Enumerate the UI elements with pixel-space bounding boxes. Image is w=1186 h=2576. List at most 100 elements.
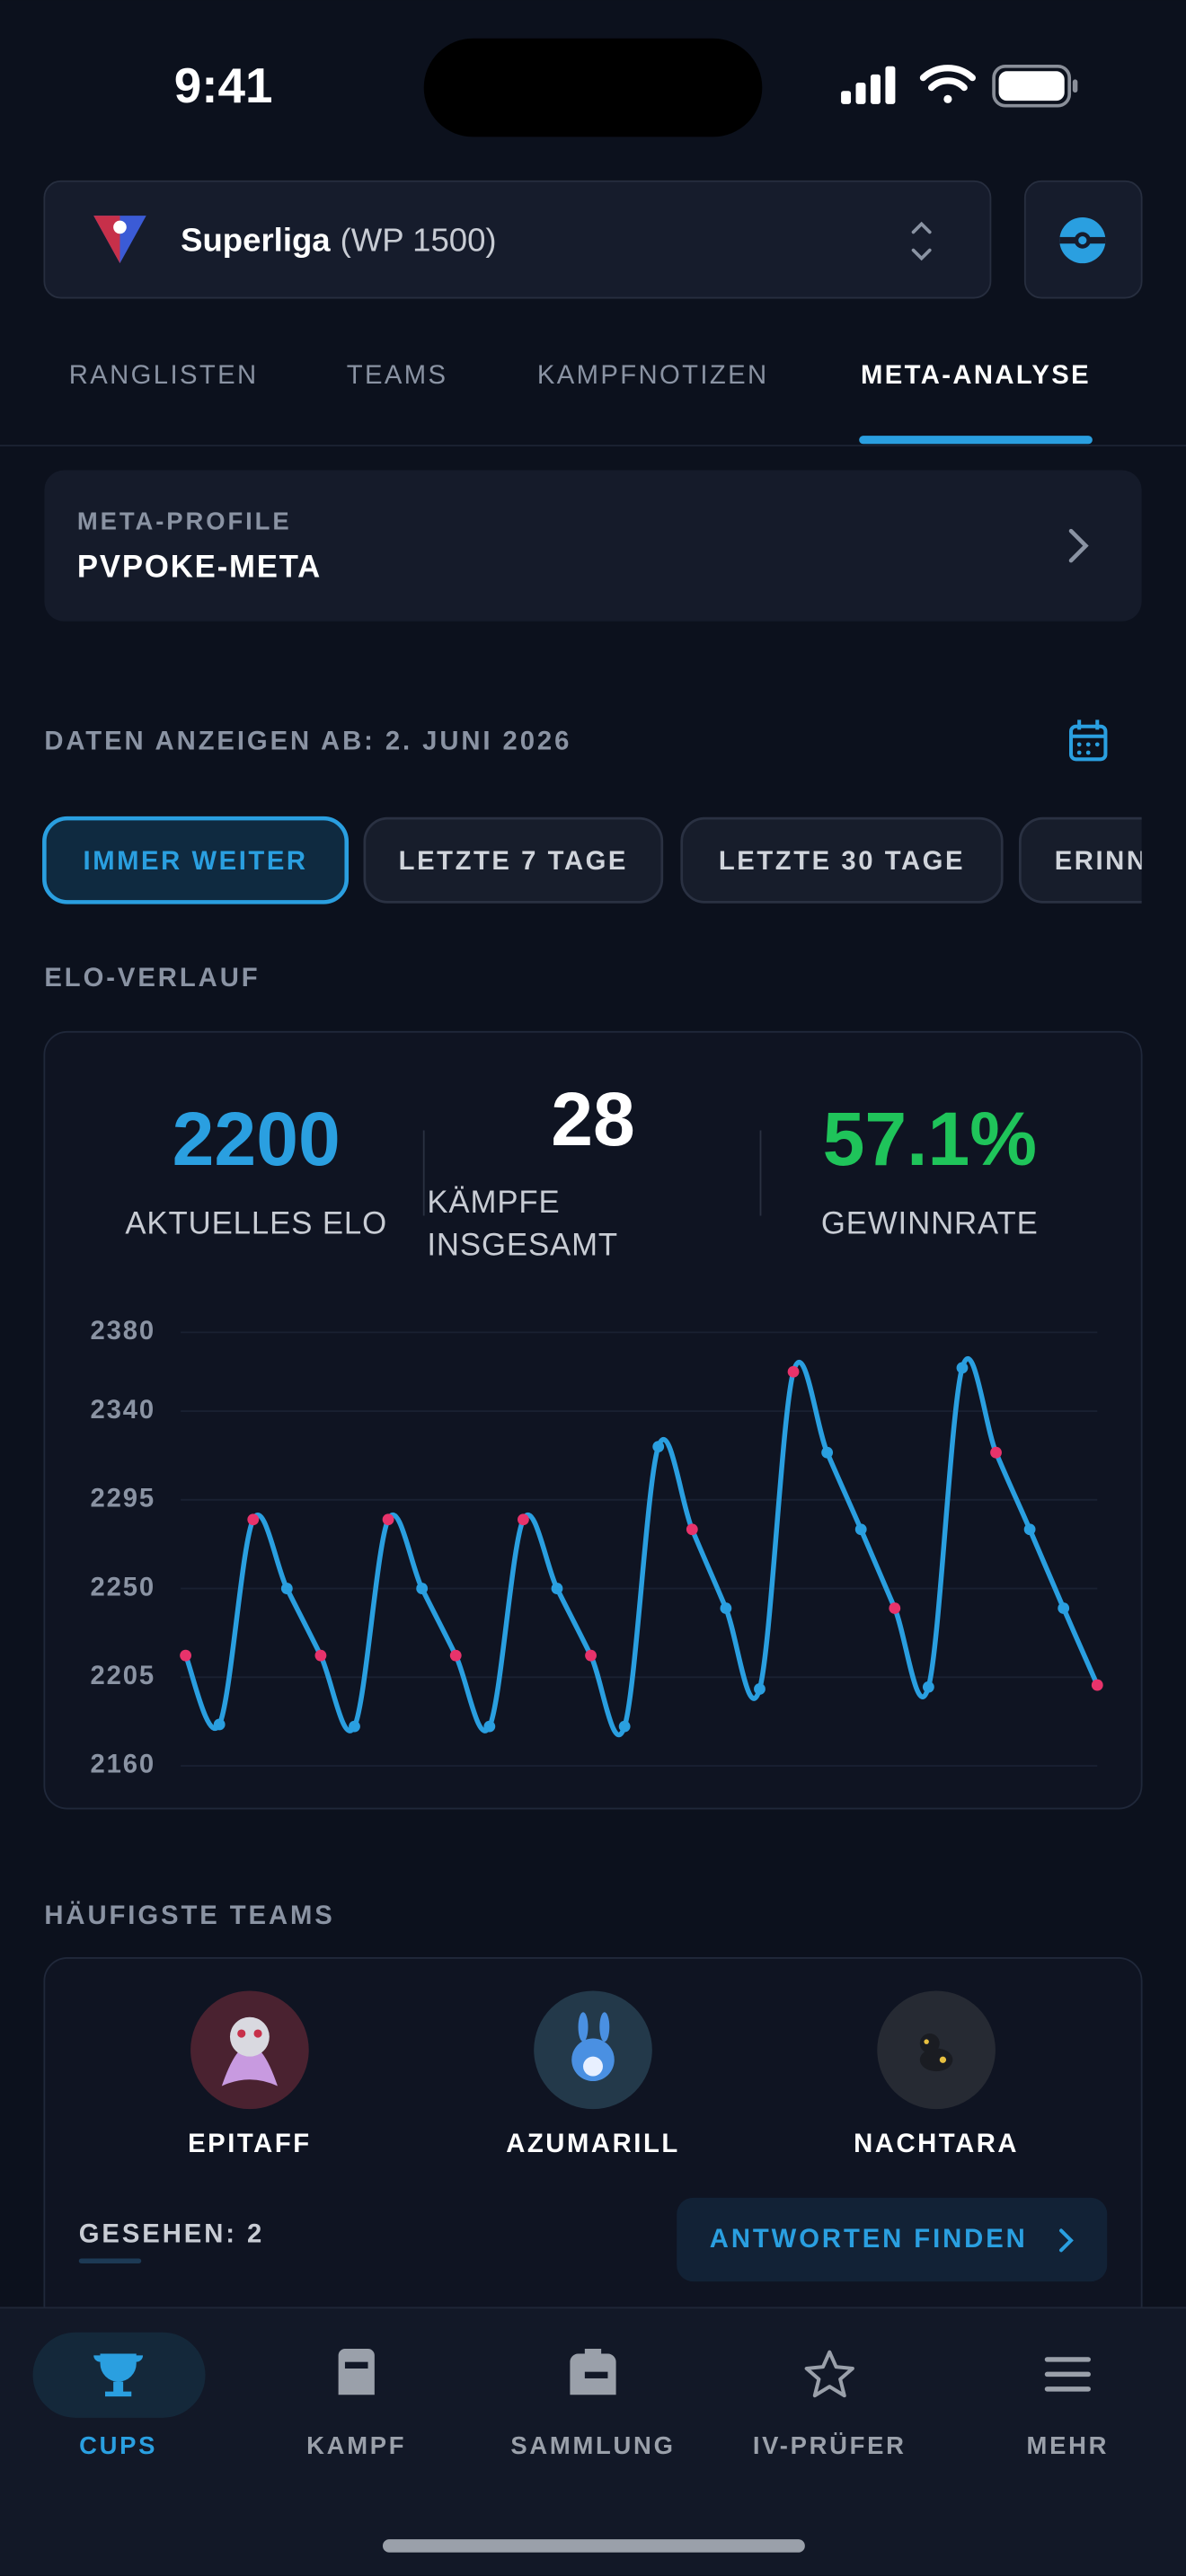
pokemon-icon	[190, 1990, 309, 2110]
nav-icon-part	[93, 2353, 144, 2397]
elo-point	[382, 1513, 394, 1526]
answer-button-label: ANTWORTEN FINDEN	[710, 2225, 1028, 2254]
status-time: 9:41	[174, 57, 273, 113]
elo-point	[1023, 1523, 1036, 1536]
elo-point	[618, 1720, 631, 1733]
tab[interactable]: TEAMS	[347, 361, 448, 390]
signal-icon	[841, 66, 896, 104]
nav-label: IV-PRÜFER	[753, 2431, 907, 2459]
range-pill-label: LETZTE 30 TAGE	[719, 847, 965, 876]
teams-title: HÄUFIGSTE TEAMS	[44, 1901, 334, 1930]
stat-label: AKTUELLES ELO	[125, 1207, 387, 1241]
home-indicator	[382, 2539, 805, 2553]
pokemon-name: AZUMARILL	[506, 2130, 680, 2158]
range-pill[interactable]	[42, 816, 350, 904]
elo-point	[889, 1602, 901, 1614]
elo-point	[956, 1362, 969, 1374]
y-tick-label: 2250	[91, 1573, 155, 1601]
pokemon-name: EPITAFF	[188, 2130, 312, 2158]
elo-point	[449, 1649, 462, 1662]
elo-point	[349, 1720, 360, 1733]
elo-point	[585, 1649, 597, 1662]
wifi-icon	[919, 65, 976, 103]
seen-count: GESEHEN: 2	[79, 2220, 264, 2249]
elo-point	[754, 1683, 766, 1695]
nav-item[interactable]: SAMMLUNG	[510, 2349, 675, 2459]
nav-icon-part	[1044, 2371, 1091, 2378]
y-tick-label: 2295	[91, 1485, 155, 1513]
elo-point	[280, 1583, 293, 1594]
league-selector[interactable]	[43, 180, 992, 299]
meta-profile-value: PVPOKE-META	[77, 550, 322, 584]
nav-icon-part	[804, 2350, 854, 2398]
nav-label: CUPS	[79, 2431, 157, 2459]
date-filter: DATEN ANZEIGEN AB: 2. JUNI 2026	[44, 728, 571, 756]
elo-point	[686, 1523, 698, 1536]
pokemon-name: NACHTARA	[854, 2130, 1019, 2158]
elo-line	[183, 1356, 1100, 1738]
nav-icon	[338, 2349, 375, 2395]
nav-item[interactable]: CUPS	[32, 2332, 206, 2459]
range-pill-label: IMMER WEITER	[84, 847, 308, 876]
nav-icon-part	[338, 2349, 375, 2395]
y-tick-label: 2205	[91, 1662, 155, 1690]
nav-item[interactable]: KAMPF	[306, 2349, 406, 2459]
nav-icon	[93, 2353, 144, 2397]
nav-icon-part	[1044, 2357, 1091, 2362]
stat-label-line: KÄMPFE	[427, 1186, 560, 1220]
calendar-icon[interactable]	[1069, 719, 1108, 762]
range-pill-label: ERINN	[1055, 847, 1148, 876]
nav-item[interactable]: MEHR	[1027, 2357, 1110, 2459]
pokeball-icon	[1059, 216, 1106, 264]
tab-indicator	[859, 436, 1093, 445]
elo-point	[922, 1681, 934, 1693]
elo-card	[43, 1030, 1143, 1810]
stat-label-line: INSGESAMT	[427, 1228, 618, 1262]
league-detail: (WP 1500)	[341, 221, 497, 258]
tab[interactable]: META-ANALYSE	[861, 361, 1091, 390]
nav-item[interactable]: IV-PRÜFER	[753, 2350, 907, 2459]
meta-profile-card[interactable]	[44, 470, 1142, 622]
elo-point	[720, 1602, 732, 1614]
nav-label: MEHR	[1027, 2431, 1110, 2459]
range-pill-label: LETZTE 7 TAGE	[399, 847, 628, 876]
answer-button[interactable]	[677, 2197, 1108, 2282]
elo-point	[314, 1649, 327, 1662]
range-pill[interactable]	[680, 816, 1004, 904]
stat-value: 28	[551, 1077, 635, 1161]
nav-icon-part	[584, 2371, 608, 2378]
range-pill[interactable]	[1018, 816, 1186, 904]
meta-profile-label: META-PROFILE	[77, 507, 292, 534]
tab[interactable]: KAMPFNOTIZEN	[537, 361, 769, 390]
stat-label: GEWINNRATE	[821, 1207, 1039, 1241]
nav-icon	[1044, 2357, 1091, 2392]
elo-point	[483, 1720, 496, 1733]
stat-value: 2200	[173, 1097, 341, 1181]
dynamic-island	[423, 38, 763, 137]
league-title: Superliga	[181, 221, 331, 258]
selector-chevrons	[911, 221, 932, 261]
range-pill[interactable]	[363, 816, 664, 904]
nav-label: KAMPF	[306, 2431, 406, 2459]
stat-value: 57.1%	[823, 1097, 1037, 1181]
league-icon	[93, 216, 146, 264]
elo-point	[854, 1523, 867, 1536]
nav-icon-part	[1044, 2386, 1091, 2392]
chevron-right	[1059, 2228, 1074, 2253]
tab[interactable]: RANGLISTEN	[69, 361, 259, 390]
elo-point	[247, 1513, 260, 1526]
pokemon-icon	[877, 1990, 996, 2110]
y-tick-label: 2340	[91, 1396, 155, 1425]
battery-icon	[992, 64, 1078, 108]
elo-point	[1058, 1602, 1070, 1614]
nav-icon-part	[344, 2361, 368, 2369]
elo-point	[416, 1583, 429, 1594]
league-name: Superliga (WP 1500)	[181, 221, 497, 258]
elo-point	[518, 1513, 529, 1526]
chevron-right	[1068, 528, 1089, 563]
y-tick-label: 2380	[91, 1317, 155, 1345]
nav-icon	[570, 2349, 616, 2395]
y-tick-label: 2160	[91, 1751, 155, 1779]
